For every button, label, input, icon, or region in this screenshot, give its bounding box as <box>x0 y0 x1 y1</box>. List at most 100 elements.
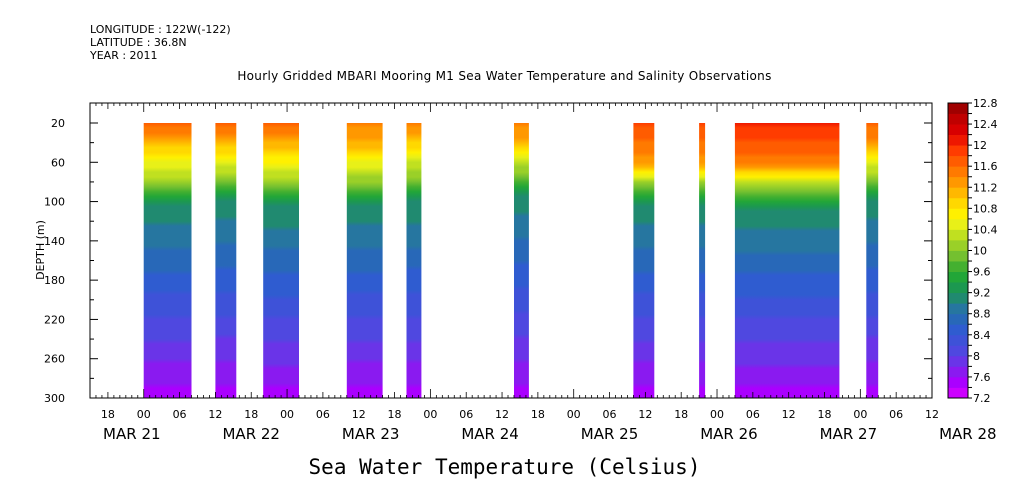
x-hour-label: 00 <box>137 408 151 421</box>
colorbar-cell <box>948 103 968 114</box>
longitude-label: LONGITUDE : 122W(-122) <box>90 23 231 36</box>
x-date-label: MAR 25 <box>581 425 638 443</box>
x-hour-label: 12 <box>638 408 652 421</box>
colorbar-cell <box>948 134 968 146</box>
variable-title: Sea Water Temperature (Celsius) <box>308 455 701 479</box>
data-segment-1 <box>215 123 237 398</box>
x-hour-label: 18 <box>244 408 258 421</box>
data-segment-9 <box>866 123 879 398</box>
x-hour-label: 00 <box>280 408 294 421</box>
colorbar-label: 9.6 <box>973 266 991 279</box>
x-hour-label: 06 <box>603 408 617 421</box>
colorbar-cell <box>948 124 968 136</box>
colorbar-label: 7.6 <box>973 371 991 384</box>
data-segment-6 <box>633 123 655 398</box>
x-hour-label: 18 <box>531 408 545 421</box>
colorbar-cell <box>948 324 968 336</box>
latitude-label: LATITUDE : 36.8N <box>90 36 187 49</box>
x-hour-label: 18 <box>674 408 688 421</box>
colorbar-label: 11.6 <box>973 160 998 173</box>
x-date-label: MAR 23 <box>342 425 399 443</box>
x-hour-label: 06 <box>746 408 760 421</box>
colorbar-cell <box>948 345 968 357</box>
colorbar-label: 8.8 <box>973 308 991 321</box>
x-date-label: MAR 22 <box>222 425 279 443</box>
data-segment-5 <box>514 123 529 398</box>
x-hour-label: 12 <box>925 408 939 421</box>
colorbar-label: 8.4 <box>973 329 991 342</box>
data-segment-7 <box>699 123 706 398</box>
colorbar-cell <box>948 145 968 157</box>
data-segment-8 <box>734 123 840 398</box>
x-hour-label: 18 <box>101 408 115 421</box>
data-segment-3 <box>346 123 383 398</box>
x-hour-label: 06 <box>889 408 903 421</box>
colorbar-label: 12.8 <box>973 97 998 110</box>
colorbar-label: 10.8 <box>973 202 998 215</box>
y-tick-label: 100 <box>44 196 65 209</box>
colorbar-cell <box>948 197 968 209</box>
colorbar-cell <box>948 271 968 283</box>
x-date-label: MAR 26 <box>700 425 757 443</box>
colorbar-cell <box>948 303 968 315</box>
data-segment-2 <box>263 123 299 398</box>
colorbar-cell <box>948 387 968 399</box>
x-hour-label: 06 <box>316 408 330 421</box>
plot-frame <box>89 102 933 399</box>
colorbar-cell <box>948 334 968 346</box>
x-hour-label: 00 <box>853 408 867 421</box>
colorbar-cell <box>948 176 968 188</box>
year-label: YEAR : 2011 <box>90 49 158 62</box>
y-tick-label: 140 <box>44 235 65 248</box>
x-hour-label: 12 <box>208 408 222 421</box>
y-tick-label: 20 <box>51 117 65 130</box>
colorbar-cell <box>948 239 968 251</box>
x-date-label: MAR 21 <box>103 425 160 443</box>
colorbar-label: 12 <box>973 139 987 152</box>
colorbar-cell <box>948 187 968 199</box>
x-hour-label: 00 <box>567 408 581 421</box>
colorbar-cell <box>948 366 968 378</box>
x-hour-label: 12 <box>782 408 796 421</box>
colorbar-cell <box>948 218 968 230</box>
x-hour-label: 06 <box>459 408 473 421</box>
x-hour-label: 00 <box>710 408 724 421</box>
colorbar-cell <box>948 155 968 167</box>
x-hour-label: 12 <box>495 408 509 421</box>
colorbar-cell <box>948 250 968 262</box>
colorbar-cell <box>948 376 968 388</box>
colorbar-cell <box>948 282 968 294</box>
colorbar-cell <box>948 313 968 325</box>
x-hour-label: 18 <box>388 408 402 421</box>
colorbar-label: 8 <box>973 350 980 363</box>
x-date-label: MAR 27 <box>820 425 877 443</box>
y-tick-label: 260 <box>44 353 65 366</box>
x-hour-label: 12 <box>352 408 366 421</box>
data-segment-0 <box>143 123 192 398</box>
x-date-label: MAR 24 <box>461 425 518 443</box>
x-hour-label: 00 <box>423 408 437 421</box>
colorbar-label: 11.2 <box>973 181 998 194</box>
data-segment-4 <box>406 123 422 398</box>
y-tick-label: 180 <box>44 274 65 287</box>
y-tick-label: 300 <box>44 392 65 405</box>
colorbar-label: 10.4 <box>973 223 998 236</box>
colorbar-cell <box>948 113 968 125</box>
colorbar-label: 10 <box>973 245 987 258</box>
colorbar-label: 7.2 <box>973 392 991 405</box>
y-tick-label: 60 <box>51 156 65 169</box>
x-hour-label: 06 <box>173 408 187 421</box>
x-hour-label: 18 <box>818 408 832 421</box>
colorbar-cell <box>948 355 968 367</box>
colorbar-cell <box>948 229 968 241</box>
colorbar-label: 9.2 <box>973 287 991 300</box>
y-tick-label: 220 <box>44 313 65 326</box>
colorbar-cell <box>948 292 968 304</box>
colorbar-cell <box>948 261 968 272</box>
colorbar-cell <box>948 208 968 220</box>
x-date-label: MAR 28 <box>939 425 996 443</box>
colorbar-cell <box>948 166 968 178</box>
chart-title: Hourly Gridded MBARI Mooring M1 Sea Wate… <box>237 69 772 83</box>
